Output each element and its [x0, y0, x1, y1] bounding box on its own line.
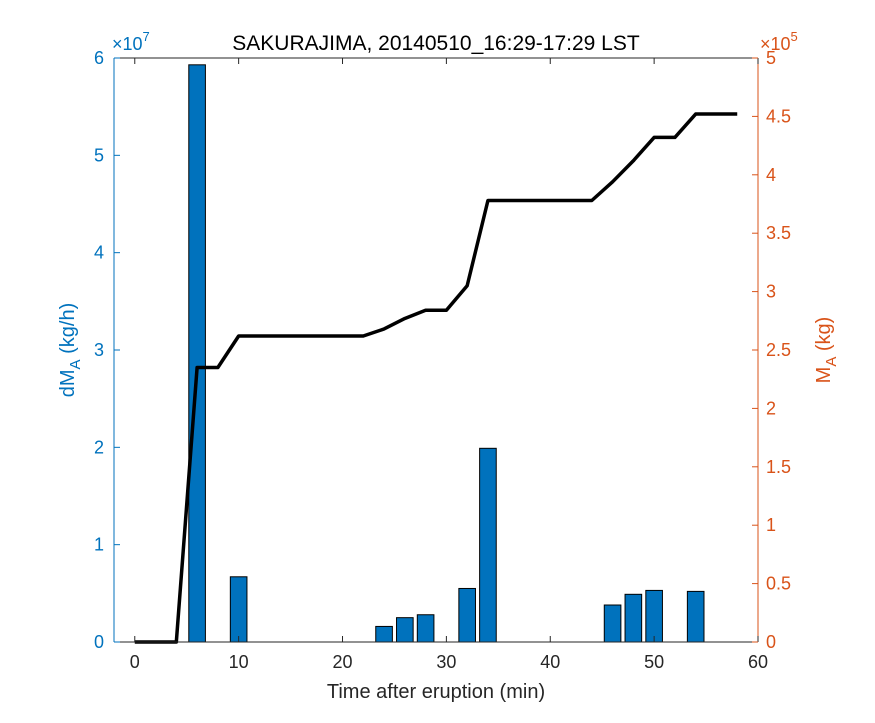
bar-48	[624, 593, 643, 643]
bar-32	[458, 587, 476, 643]
x-tick-label-20: 20	[333, 652, 353, 672]
left-tick-label-4: 4	[94, 243, 104, 263]
bar-24	[375, 625, 393, 643]
x-tick-label-30: 30	[436, 652, 456, 672]
right-tick-label-0.5: 0.5	[766, 574, 791, 594]
right-tick-label-1.5: 1.5	[766, 457, 791, 477]
x-tick-label-40: 40	[540, 652, 560, 672]
x-tick-label-10: 10	[229, 652, 249, 672]
right-tick-label-4.5: 4.5	[766, 106, 791, 126]
bar-6	[188, 64, 206, 643]
left-label-unit: (kg/h)	[57, 303, 79, 360]
line-series	[134, 112, 738, 644]
right-tick-label-2: 2	[766, 398, 776, 418]
left-label-main: dM	[57, 369, 79, 397]
bar-26	[396, 617, 414, 643]
left-y-axis-label: dMA (kg/h)	[57, 303, 84, 398]
right-label-sub: A	[823, 357, 840, 367]
left-tick-label-6: 6	[94, 48, 104, 68]
right-tick-label-1: 1	[766, 515, 776, 535]
left-y-ticks: 0 1 2 3 4 5 6	[94, 48, 120, 652]
right-tick-label-0: 0	[766, 632, 776, 652]
right-tick-label-2.5: 2.5	[766, 340, 791, 360]
x-tick-label-50: 50	[644, 652, 664, 672]
right-tick-label-3.5: 3.5	[766, 223, 791, 243]
bar-34	[479, 447, 497, 643]
left-tick-label-2: 2	[94, 437, 104, 457]
bar-series	[188, 64, 705, 643]
right-axis-exponent: ×105	[760, 29, 798, 54]
left-tick-label-1: 1	[94, 535, 104, 555]
left-exponent-base: ×10	[112, 34, 143, 54]
left-tick-label-3: 3	[94, 340, 104, 360]
chart-title: SAKURAJIMA, 20140510_16:29-17:29 LST	[232, 32, 640, 55]
right-tick-label-5: 5	[766, 48, 776, 68]
bar-50	[645, 589, 663, 643]
mass-line	[134, 112, 738, 644]
right-exponent-power: 5	[791, 29, 798, 44]
x-tick-label-60: 60	[748, 652, 768, 672]
right-exponent-base: ×10	[760, 34, 791, 54]
x-axis-label: Time after eruption (min)	[327, 681, 545, 703]
right-label-unit: (kg)	[813, 317, 835, 357]
right-y-ticks: 0 0.5 1 1.5 2 2.5 3 3.5 4 4.5 5	[752, 48, 791, 652]
left-tick-label-0: 0	[94, 632, 104, 652]
right-tick-label-4: 4	[766, 165, 776, 185]
plot-area	[114, 58, 758, 642]
right-y-axis-label: MA (kg)	[813, 317, 840, 384]
bar-10	[229, 576, 248, 643]
x-tick-label-0: 0	[130, 652, 140, 672]
right-label-main: M	[813, 367, 835, 384]
x-ticks: 0 10 20 30 40 50 60	[130, 58, 768, 672]
left-exponent-power: 7	[143, 29, 150, 44]
bar-46	[603, 604, 622, 643]
right-tick-label-3: 3	[766, 282, 776, 302]
left-label-sub: A	[67, 359, 84, 369]
bar-54	[686, 590, 705, 643]
left-tick-label-5: 5	[94, 145, 104, 165]
left-axis-exponent: ×107	[112, 29, 150, 54]
bar-28	[416, 614, 435, 643]
